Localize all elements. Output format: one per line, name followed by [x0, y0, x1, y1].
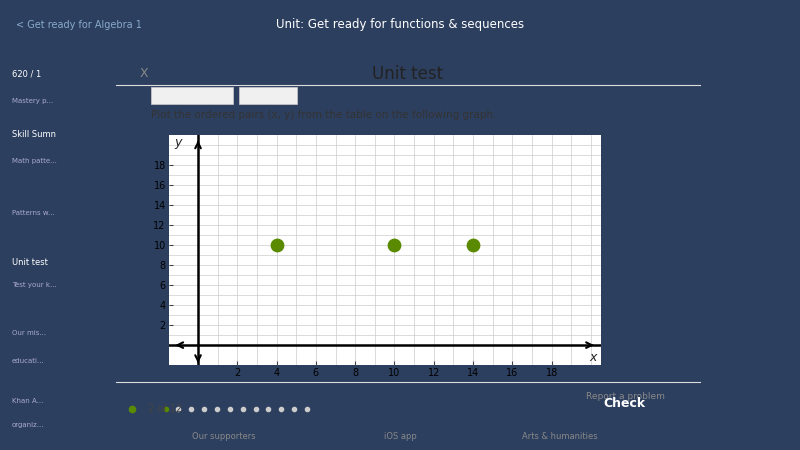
Text: Test your k...: Test your k...	[11, 282, 56, 288]
Text: x: x	[589, 351, 597, 364]
Text: Khan A...: Khan A...	[11, 398, 43, 404]
Text: X: X	[139, 68, 148, 80]
Text: Plot the ordered pairs (x, y) from the table on the following graph.: Plot the ordered pairs (x, y) from the t…	[151, 110, 497, 120]
Text: Our supporters: Our supporters	[192, 432, 256, 441]
Text: Arts & humanities: Arts & humanities	[522, 432, 598, 441]
Point	[388, 242, 401, 249]
Text: iOS app: iOS app	[384, 432, 416, 441]
Text: Skill Sumn: Skill Sumn	[11, 130, 56, 139]
Text: Math patte...: Math patte...	[11, 158, 57, 164]
Text: 2 of 12: 2 of 12	[148, 404, 182, 414]
Text: Unit test: Unit test	[373, 65, 443, 83]
Text: organiz...: organiz...	[11, 422, 44, 428]
Text: y: y	[174, 136, 182, 149]
FancyBboxPatch shape	[238, 87, 297, 104]
Text: Unit test: Unit test	[11, 258, 47, 267]
Text: Unit: Get ready for functions & sequences: Unit: Get ready for functions & sequence…	[276, 18, 524, 31]
Text: Patterns w...: Patterns w...	[11, 210, 54, 216]
Text: < Get ready for Algebra 1: < Get ready for Algebra 1	[16, 20, 142, 30]
Text: Report a problem: Report a problem	[586, 392, 665, 400]
FancyBboxPatch shape	[151, 87, 233, 104]
Text: Check: Check	[603, 397, 645, 410]
Text: educati...: educati...	[11, 358, 44, 364]
Point	[270, 242, 283, 249]
Text: 620 / 1: 620 / 1	[11, 70, 41, 79]
Text: Mastery p...: Mastery p...	[11, 98, 53, 104]
Text: Our mis...: Our mis...	[11, 330, 46, 336]
Point	[466, 242, 479, 249]
